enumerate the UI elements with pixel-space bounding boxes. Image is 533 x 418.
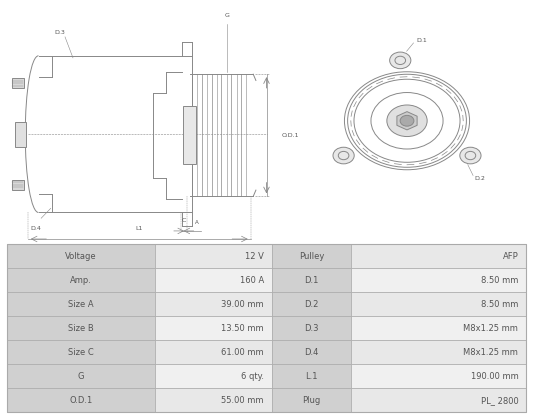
Bar: [272, 340, 351, 364]
Bar: [351, 268, 526, 292]
Text: Size B: Size B: [68, 324, 94, 333]
Bar: [7, 244, 526, 413]
Text: PL_ 2800: PL_ 2800: [481, 396, 519, 405]
Bar: [351, 292, 526, 316]
Text: 190.00 mm: 190.00 mm: [471, 372, 519, 381]
Text: Size C: Size C: [68, 348, 94, 357]
Bar: [272, 244, 351, 268]
Bar: [12, 180, 23, 190]
Text: D.4: D.4: [30, 226, 41, 231]
Text: L1: L1: [135, 226, 143, 231]
Text: 8.50 mm: 8.50 mm: [481, 300, 519, 309]
Text: 55.00 mm: 55.00 mm: [221, 396, 264, 405]
Text: O.D.1: O.D.1: [281, 133, 299, 138]
Bar: [155, 340, 272, 364]
Text: 13.50 mm: 13.50 mm: [221, 324, 264, 333]
Bar: [155, 268, 272, 292]
Text: D.3: D.3: [54, 30, 65, 35]
Text: 8.50 mm: 8.50 mm: [481, 276, 519, 285]
Bar: [7, 244, 155, 268]
Text: 61.00 mm: 61.00 mm: [221, 348, 264, 357]
Bar: [155, 364, 272, 388]
Bar: [7, 316, 155, 340]
Bar: [351, 244, 526, 268]
Bar: [272, 388, 351, 413]
Bar: [7, 292, 155, 316]
Text: M8x1.25 mm: M8x1.25 mm: [464, 348, 519, 357]
Bar: [7, 388, 155, 413]
Text: Size A: Size A: [68, 300, 94, 309]
Text: G: G: [78, 372, 84, 381]
Text: C: C: [182, 218, 186, 223]
Bar: [155, 316, 272, 340]
Circle shape: [460, 147, 481, 164]
Circle shape: [400, 115, 414, 126]
Text: 160 A: 160 A: [240, 276, 264, 285]
Bar: [272, 268, 351, 292]
Bar: [7, 364, 155, 388]
Bar: [14, 122, 26, 147]
Bar: [351, 316, 526, 340]
Bar: [351, 388, 526, 413]
Bar: [272, 292, 351, 316]
Text: D.3: D.3: [304, 324, 319, 333]
Text: M8x1.25 mm: M8x1.25 mm: [464, 324, 519, 333]
Text: G: G: [224, 13, 229, 18]
Bar: [351, 340, 526, 364]
Text: 39.00 mm: 39.00 mm: [221, 300, 264, 309]
Bar: [12, 79, 23, 89]
Bar: [7, 268, 155, 292]
Text: 6 qty.: 6 qty.: [241, 372, 264, 381]
Text: L.1: L.1: [305, 372, 318, 381]
Text: Voltage: Voltage: [65, 252, 96, 261]
Text: D.4: D.4: [304, 348, 319, 357]
Text: AFP: AFP: [503, 252, 519, 261]
Polygon shape: [397, 112, 417, 130]
Text: D.1: D.1: [304, 276, 319, 285]
Text: Pulley: Pulley: [299, 252, 324, 261]
Circle shape: [390, 52, 411, 69]
Text: D.1: D.1: [416, 38, 427, 43]
Bar: [155, 388, 272, 413]
Text: 12 V: 12 V: [245, 252, 264, 261]
Bar: [272, 316, 351, 340]
Bar: [155, 292, 272, 316]
Bar: [272, 364, 351, 388]
Text: O.D.1: O.D.1: [69, 396, 93, 405]
Bar: [7, 340, 155, 364]
Text: D.2: D.2: [475, 176, 486, 181]
Text: Amp.: Amp.: [70, 276, 92, 285]
Circle shape: [387, 105, 427, 137]
Bar: [183, 107, 196, 164]
Circle shape: [333, 147, 354, 164]
Bar: [351, 364, 526, 388]
Text: D.2: D.2: [304, 300, 319, 309]
Bar: [155, 244, 272, 268]
Text: A: A: [195, 220, 199, 225]
Text: Plug: Plug: [302, 396, 321, 405]
